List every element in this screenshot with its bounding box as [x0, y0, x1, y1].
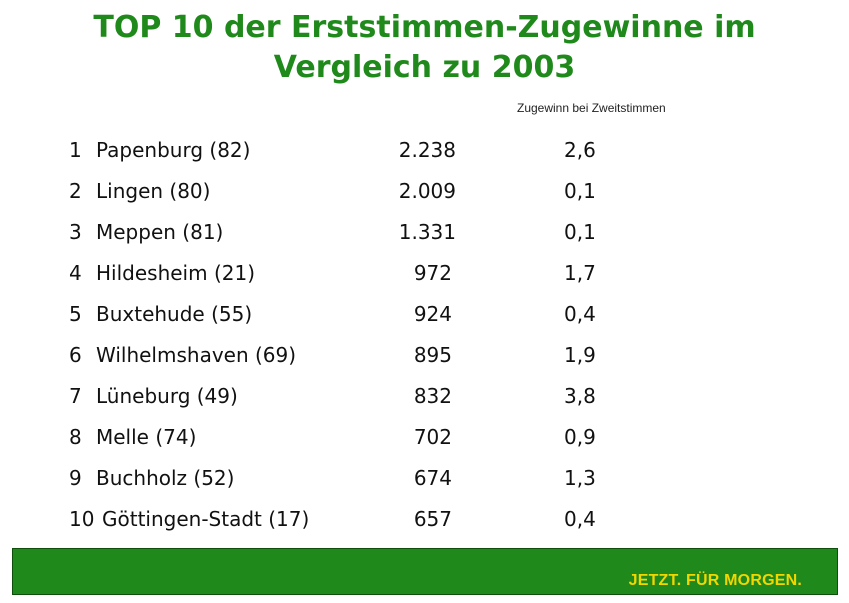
- list-item: 1 Papenburg (82) 2.238 2,6: [0, 130, 849, 170]
- list-item: 6 Wilhelmshaven (69) 895 1,9: [0, 335, 849, 375]
- second-vote-gain: 1,9: [564, 343, 596, 367]
- first-vote-gain: 832: [413, 384, 452, 408]
- first-vote-gain: 895: [413, 343, 452, 367]
- rank-number: 3: [69, 220, 82, 244]
- column-header-zweitstimmen: Zugewinn bei Zweitstimmen: [517, 101, 666, 115]
- second-vote-gain: 1,7: [564, 261, 596, 285]
- first-vote-gain: 674: [413, 466, 452, 490]
- constituency-name: Hildesheim (21): [96, 261, 256, 285]
- first-vote-gain: 924: [413, 302, 452, 326]
- first-vote-gain: 1.331: [398, 220, 456, 244]
- first-vote-gain: 2.238: [398, 138, 456, 162]
- list-item: 3 Meppen (81) 1.331 0,1: [0, 212, 849, 252]
- second-vote-gain: 0,4: [564, 507, 596, 531]
- page-title: TOP 10 der Erststimmen-Zugewinne im Verg…: [0, 8, 849, 88]
- rank-number: 7: [69, 384, 82, 408]
- constituency-name: Lüneburg (49): [96, 384, 238, 408]
- constituency-name: Lingen (80): [96, 179, 211, 203]
- list-item: 4 Hildesheim (21) 972 1,7: [0, 253, 849, 293]
- rank-number: 10: [69, 507, 95, 531]
- constituency-name: Meppen (81): [96, 220, 224, 244]
- second-vote-gain: 0,1: [564, 179, 596, 203]
- rank-number: 2: [69, 179, 82, 203]
- constituency-name: Papenburg (82): [96, 138, 251, 162]
- constituency-name: Göttingen-Stadt (17): [102, 507, 310, 531]
- list-item: 10 Göttingen-Stadt (17) 657 0,4: [0, 499, 849, 539]
- second-vote-gain: 0,1: [564, 220, 596, 244]
- second-vote-gain: 2,6: [564, 138, 596, 162]
- rank-number: 6: [69, 343, 82, 367]
- footer-slogan: JETZT. FÜR MORGEN.: [628, 572, 802, 589]
- second-vote-gain: 3,8: [564, 384, 596, 408]
- first-vote-gain: 2.009: [398, 179, 456, 203]
- rank-number: 8: [69, 425, 82, 449]
- list-item: 7 Lüneburg (49) 832 3,8: [0, 376, 849, 416]
- first-vote-gain: 972: [413, 261, 452, 285]
- constituency-name: Buchholz (52): [96, 466, 235, 490]
- constituency-name: Buxtehude (55): [96, 302, 253, 326]
- list-item: 2 Lingen (80) 2.009 0,1: [0, 171, 849, 211]
- rank-number: 5: [69, 302, 82, 326]
- rank-number: 4: [69, 261, 82, 285]
- list-item: 5 Buxtehude (55) 924 0,4: [0, 294, 849, 334]
- first-vote-gain: 657: [413, 507, 452, 531]
- list-item: 9 Buchholz (52) 674 1,3: [0, 458, 849, 498]
- second-vote-gain: 0,4: [564, 302, 596, 326]
- page-title-line-1: TOP 10 der Erststimmen-Zugewinne im: [93, 10, 756, 45]
- second-vote-gain: 0,9: [564, 425, 596, 449]
- constituency-name: Melle (74): [96, 425, 197, 449]
- rank-number: 1: [69, 138, 82, 162]
- constituency-name: Wilhelmshaven (69): [96, 343, 297, 367]
- second-vote-gain: 1,3: [564, 466, 596, 490]
- footer-banner: JETZT. FÜR MORGEN.: [12, 548, 838, 595]
- rank-number: 9: [69, 466, 82, 490]
- first-vote-gain: 702: [413, 425, 452, 449]
- list-item: 8 Melle (74) 702 0,9: [0, 417, 849, 457]
- page-title-line-2: Vergleich zu 2003: [273, 50, 576, 85]
